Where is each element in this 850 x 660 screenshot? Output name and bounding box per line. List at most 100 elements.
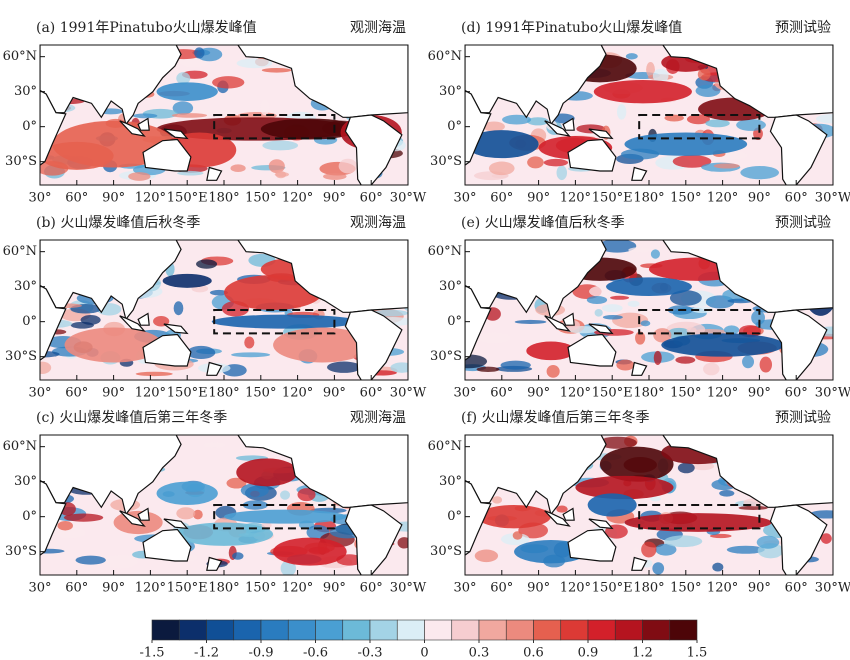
panel-title: (e) 火山爆发峰值后秋冬季 bbox=[461, 215, 625, 231]
colorbar-tick-label: 0 bbox=[420, 646, 428, 660]
anomaly-patch bbox=[650, 496, 661, 502]
lon-label: 30°W bbox=[815, 191, 850, 206]
colorbar-tick-label: -1.2 bbox=[194, 646, 219, 660]
land bbox=[163, 128, 189, 140]
anomaly-patch bbox=[465, 354, 488, 369]
anomaly-patch bbox=[514, 319, 547, 324]
land bbox=[567, 528, 617, 562]
lon-label: 90° bbox=[527, 191, 550, 206]
land bbox=[769, 114, 828, 185]
colorbar-swatch bbox=[178, 619, 207, 641]
lon-label: 60° bbox=[785, 581, 808, 596]
anomaly-patch bbox=[628, 247, 651, 253]
anomaly-feature bbox=[64, 327, 163, 363]
colorbar-tick-label: 0.3 bbox=[469, 646, 490, 660]
anomaly-patch bbox=[726, 545, 765, 554]
lon-label: 180° bbox=[208, 191, 239, 206]
lat-label: 30°S bbox=[430, 349, 462, 364]
colorbar-swatch bbox=[369, 619, 398, 641]
lon-label: 30° bbox=[28, 386, 51, 401]
colorbar-swatch bbox=[151, 619, 180, 641]
lon-label: 30°W bbox=[390, 581, 427, 596]
anomaly-patch bbox=[261, 67, 292, 73]
lon-label: 150°E bbox=[592, 581, 633, 596]
anomaly-patch bbox=[697, 68, 711, 81]
lon-label: 120° bbox=[282, 191, 313, 206]
land bbox=[344, 114, 403, 185]
lon-label: 30°W bbox=[390, 191, 427, 206]
anomaly-patch bbox=[759, 356, 773, 373]
anomaly-feature bbox=[174, 522, 274, 546]
map-panel: (c) 火山爆发峰值后第三年冬季 观测海温 60°N 30° 0° 30°S 30° 60° 9… bbox=[3, 409, 427, 596]
land bbox=[237, 435, 408, 508]
colorbar-swatch bbox=[642, 619, 671, 641]
lon-label: 30° bbox=[28, 581, 51, 596]
nino-box bbox=[638, 504, 761, 530]
anomaly-patch bbox=[483, 121, 505, 132]
anomaly-patch bbox=[556, 165, 568, 181]
land bbox=[237, 240, 408, 313]
land bbox=[544, 510, 571, 527]
panel-title: (c) 火山爆发峰值后第三年冬季 bbox=[36, 409, 227, 426]
land bbox=[631, 166, 648, 181]
lat-label: 60°N bbox=[3, 49, 37, 64]
anomaly-feature bbox=[211, 314, 359, 329]
anomaly-patch bbox=[40, 361, 52, 374]
lon-label: 60° bbox=[490, 386, 513, 401]
anomaly-patch bbox=[226, 477, 247, 489]
panel-title: (d) 1991年Pinatubo火山爆发峰值 bbox=[461, 20, 682, 36]
anomaly-patch bbox=[586, 295, 608, 305]
anomaly-patch bbox=[323, 173, 347, 180]
anomaly-patch bbox=[194, 47, 205, 59]
anomaly-patch bbox=[280, 560, 296, 575]
anomaly-feature bbox=[156, 82, 218, 101]
land bbox=[119, 315, 146, 332]
colorbar-tick-label: -1.5 bbox=[139, 646, 164, 660]
colorbar-swatch bbox=[206, 619, 235, 641]
lon-label: 120° bbox=[560, 581, 591, 596]
anomaly-patch bbox=[625, 53, 638, 60]
lon-label: 90° bbox=[102, 191, 125, 206]
land bbox=[769, 309, 828, 380]
nino-box bbox=[638, 114, 761, 140]
nino-box bbox=[213, 309, 336, 335]
anomaly-feature bbox=[156, 481, 218, 506]
colorbar-tick-label: 0.9 bbox=[578, 646, 599, 660]
anomaly-patch bbox=[260, 99, 270, 116]
lon-label: 180° bbox=[633, 386, 664, 401]
colorbar-swatch bbox=[260, 619, 289, 641]
colorbar-swatch bbox=[315, 619, 344, 641]
anomaly-patch bbox=[176, 72, 191, 85]
anomaly-feature bbox=[465, 130, 539, 159]
map-panel: (d) 1991年Pinatubo火山爆发峰值 预测试验 60°N 30° 0° 30°S… bbox=[428, 20, 850, 206]
lat-label: 30° bbox=[439, 84, 462, 99]
nino-box bbox=[638, 309, 761, 335]
land bbox=[465, 284, 492, 361]
lon-label: 150° bbox=[245, 581, 276, 596]
panel-source: 观测海温 bbox=[350, 20, 406, 36]
anomaly-patch bbox=[478, 332, 511, 344]
anomaly-patch bbox=[209, 289, 228, 296]
field bbox=[40, 435, 408, 575]
land bbox=[567, 333, 617, 367]
anomaly-patch bbox=[594, 308, 603, 317]
anomaly-patch bbox=[527, 117, 549, 126]
land bbox=[40, 89, 67, 166]
colorbar-swatch bbox=[342, 619, 371, 641]
anomaly-patch bbox=[664, 535, 703, 548]
anomaly-feature bbox=[593, 80, 692, 104]
anomaly-feature bbox=[661, 333, 784, 357]
lon-label: 30°W bbox=[390, 386, 427, 401]
anomaly-patch bbox=[502, 114, 532, 125]
colorbar-tick-label: 1.2 bbox=[632, 646, 653, 660]
anomaly-patch bbox=[719, 489, 735, 497]
lon-label: 60° bbox=[490, 581, 513, 596]
lon-label: 30°W bbox=[815, 581, 850, 596]
anomaly-feature bbox=[624, 513, 772, 532]
lon-label: 30° bbox=[28, 191, 51, 206]
lat-label: 0° bbox=[22, 314, 37, 329]
anomaly-patch bbox=[556, 505, 568, 513]
lon-label: 180° bbox=[208, 386, 239, 401]
anomaly-patch bbox=[512, 531, 523, 540]
land bbox=[40, 479, 67, 556]
